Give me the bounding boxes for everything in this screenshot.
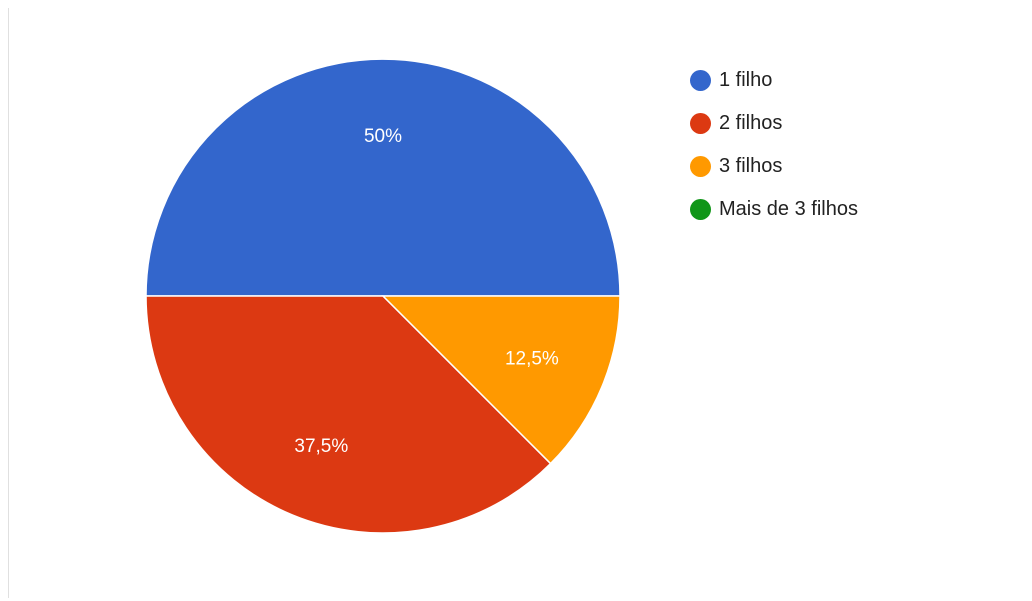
legend-label: Mais de 3 filhos	[719, 198, 858, 220]
legend-item-mais-de-3-filhos[interactable]: Mais de 3 filhos	[690, 188, 858, 231]
legend-label: 1 filho	[719, 69, 773, 91]
legend-swatch	[690, 156, 711, 177]
pie-slice-3-filhos[interactable]	[381, 295, 621, 465]
slice-percent-label: 37,5%	[294, 436, 348, 457]
slice-percent-label: 12,5%	[505, 349, 559, 370]
pie-slice-2-filhos[interactable]	[145, 295, 552, 534]
legend-swatch	[690, 70, 711, 91]
legend-item-1-filho[interactable]: 1 filho	[690, 59, 858, 102]
pie-slice-1-filho[interactable]	[145, 58, 621, 297]
legend: 1 filho 2 filhos 3 filhos Mais de 3 filh…	[690, 59, 858, 231]
slice-percent-label: 50%	[364, 126, 402, 147]
legend-item-2-filhos[interactable]: 2 filhos	[690, 102, 858, 145]
legend-swatch	[690, 199, 711, 220]
legend-label: 3 filhos	[719, 155, 783, 177]
legend-label: 2 filhos	[719, 112, 783, 134]
left-divider	[8, 8, 9, 598]
legend-swatch	[690, 113, 711, 134]
legend-item-3-filhos[interactable]: 3 filhos	[690, 145, 858, 188]
